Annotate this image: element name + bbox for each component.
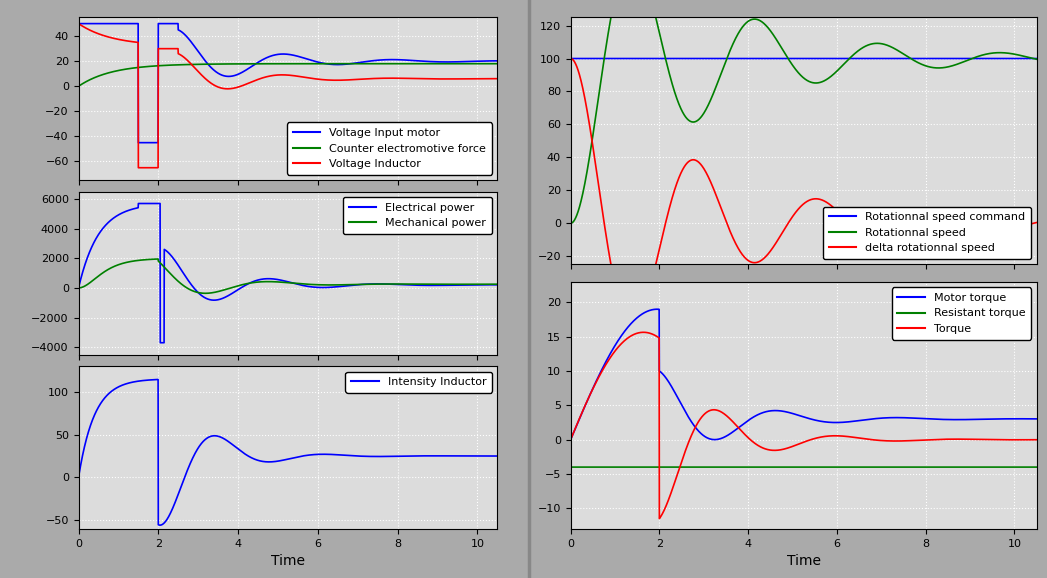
X-axis label: Time: Time: [271, 554, 305, 568]
Legend: Motor torque, Resistant torque, Torque: Motor torque, Resistant torque, Torque: [892, 287, 1031, 339]
Legend: Rotationnal speed command, Rotationnal speed, delta rotationnal speed: Rotationnal speed command, Rotationnal s…: [823, 207, 1031, 259]
X-axis label: Time: Time: [786, 554, 821, 568]
Legend: Intensity Inductor: Intensity Inductor: [346, 372, 492, 392]
Legend: Voltage Input motor, Counter electromotive force, Voltage Inductor: Voltage Input motor, Counter electromoti…: [287, 123, 492, 175]
Legend: Electrical power, Mechanical power: Electrical power, Mechanical power: [343, 197, 492, 234]
